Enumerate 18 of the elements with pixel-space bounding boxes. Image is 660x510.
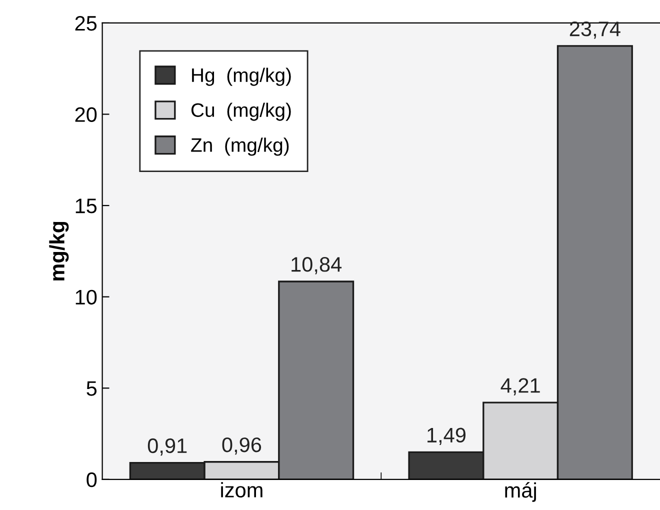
data-label: 10,84	[292, 257, 342, 274]
y-tick-label: 25	[75, 16, 97, 31]
data-label: 1,49	[428, 428, 466, 445]
legend-label: Cu (mg/kg)	[191, 102, 291, 121]
y-axis-title: mg/kg	[49, 222, 69, 280]
legend-label: Zn (mg/kg)	[191, 138, 289, 156]
y-tick-label: 5	[86, 381, 97, 396]
data-label: 4,21	[500, 378, 540, 396]
legend-label: Hg (mg/kg)	[192, 68, 291, 86]
data-label: 0,91	[148, 438, 187, 456]
y-tick-label: 15	[76, 198, 97, 214]
y-tick-label: 10	[76, 290, 97, 305]
data-label: 23,74	[570, 22, 620, 39]
y-tick-label: 20	[75, 107, 97, 122]
data-label: 0,96	[222, 437, 262, 455]
x-tick-label: izom	[221, 482, 262, 498]
x-tick-label: máj	[505, 482, 536, 502]
y-tick-label: 0	[86, 472, 97, 488]
